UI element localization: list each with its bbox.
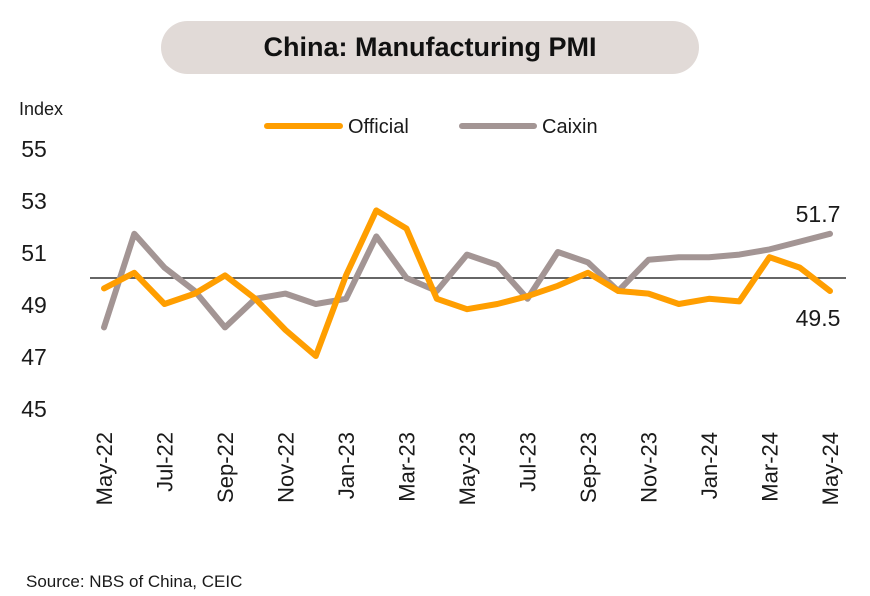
series-line-official [101, 207, 833, 359]
y-axis-label: Index [19, 99, 63, 119]
x-tick-label: May-22 [92, 432, 117, 505]
end-label-caixin: 51.7 [796, 201, 841, 227]
legend-label-caixin: Caixin [542, 116, 598, 138]
x-tick-label: Mar-23 [395, 432, 420, 502]
x-tick-label: Jul-22 [153, 432, 178, 492]
x-tick-label: Jan-23 [334, 432, 359, 499]
x-tick-label: Sep-22 [213, 432, 238, 503]
x-tick-label: Nov-23 [637, 432, 662, 503]
x-tick-label: May-23 [455, 432, 480, 505]
y-tick-label: 45 [21, 396, 47, 422]
x-tick-label: Jan-24 [697, 432, 722, 499]
chart-title: China: Manufacturing PMI [263, 32, 597, 62]
chart-title-pill: China: Manufacturing PMI [161, 21, 699, 74]
x-tick-label: Jul-23 [516, 432, 541, 492]
series-line-caixin [101, 230, 833, 331]
y-tick-label: 49 [21, 292, 47, 318]
source-note: Source: NBS of China, CEIC [26, 572, 243, 591]
y-tick-label: 51 [21, 240, 47, 266]
x-tick-label: Nov-22 [274, 432, 299, 503]
legend-label-official: Official [348, 116, 409, 138]
end-label-official: 49.5 [796, 305, 841, 331]
y-tick-label: 55 [21, 136, 47, 162]
y-tick-label: 47 [21, 344, 47, 370]
x-tick-label: May-24 [818, 432, 843, 505]
y-tick-label: 53 [21, 188, 47, 214]
x-tick-label: Mar-24 [758, 432, 783, 502]
x-tick-label: Sep-23 [576, 432, 601, 503]
